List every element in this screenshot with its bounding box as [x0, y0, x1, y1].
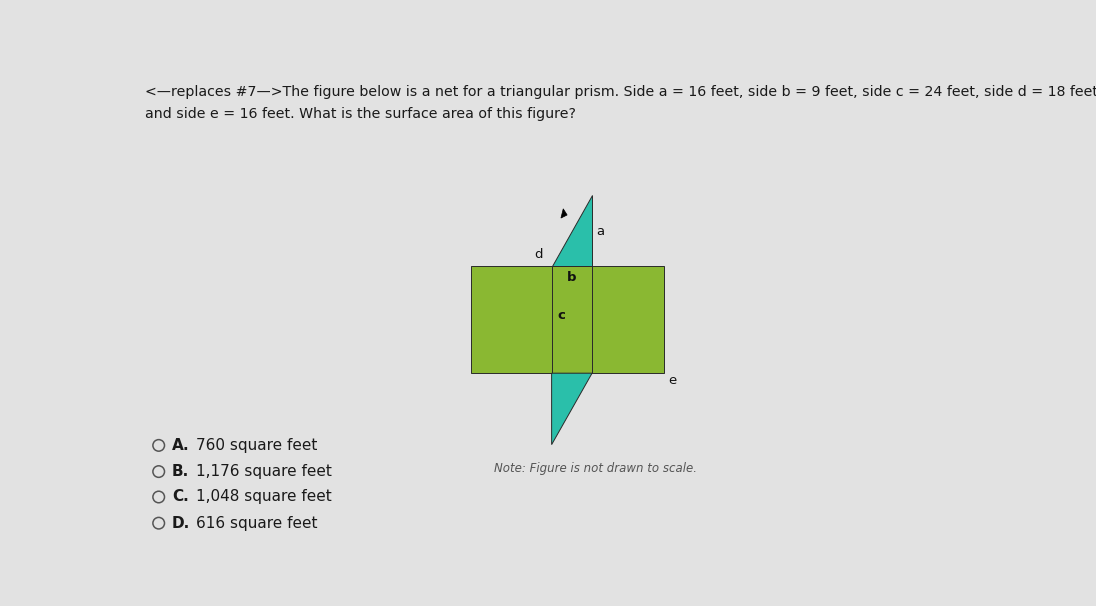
Text: a: a [596, 225, 605, 238]
Text: 616 square feet: 616 square feet [196, 516, 318, 531]
Polygon shape [470, 266, 551, 373]
Text: <—replaces #7—>The figure below is a net for a triangular prism. Side a = 16 fee: <—replaces #7—>The figure below is a net… [145, 85, 1096, 99]
Text: D.: D. [172, 516, 190, 531]
Polygon shape [551, 266, 592, 373]
Text: b: b [567, 271, 576, 284]
Text: 1,048 square feet: 1,048 square feet [196, 490, 332, 504]
Polygon shape [551, 373, 592, 445]
Text: e: e [669, 375, 677, 387]
Text: B.: B. [172, 464, 190, 479]
Polygon shape [592, 266, 664, 373]
Text: d: d [534, 248, 543, 261]
Text: 1,176 square feet: 1,176 square feet [196, 464, 332, 479]
Text: c: c [558, 309, 566, 322]
Text: C.: C. [172, 490, 189, 504]
Text: 760 square feet: 760 square feet [196, 438, 317, 453]
Text: and side e = 16 feet. What is the surface area of this figure?: and side e = 16 feet. What is the surfac… [145, 107, 575, 121]
Text: A.: A. [172, 438, 190, 453]
Text: Note: Figure is not drawn to scale.: Note: Figure is not drawn to scale. [493, 462, 697, 474]
Polygon shape [561, 209, 567, 218]
Polygon shape [551, 195, 592, 266]
